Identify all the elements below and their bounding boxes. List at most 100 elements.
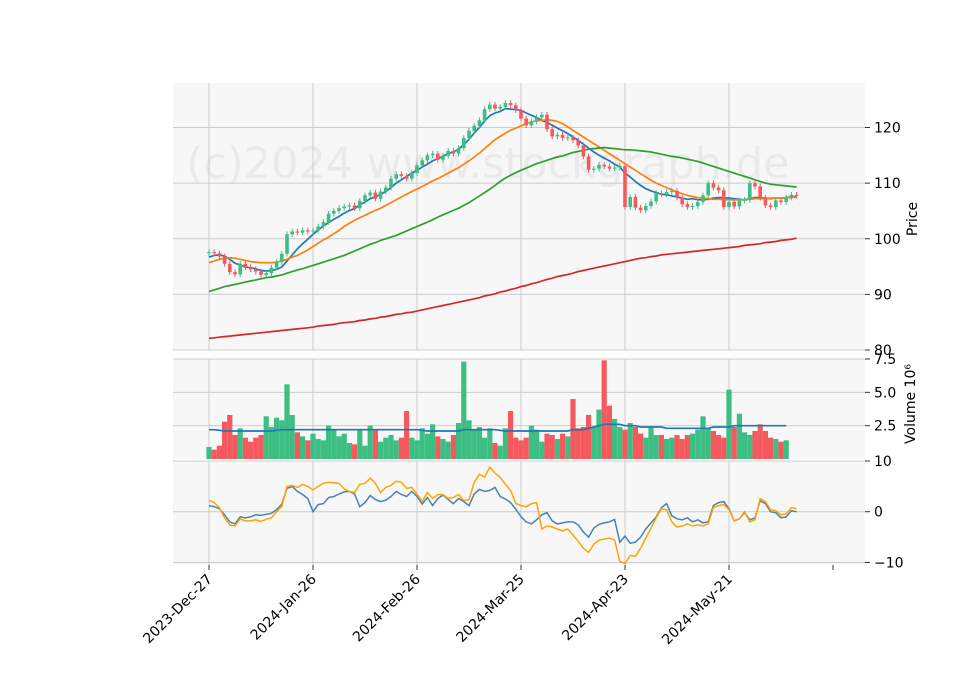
volume-bar [544,433,550,459]
volume-bar [331,429,337,459]
volume-bar [580,427,586,459]
candle-body [633,197,638,208]
volume-bar [674,435,680,459]
volume-bar [310,433,316,459]
price-axis-label: Price [905,202,921,236]
candle-body [363,195,367,201]
candle-body [540,114,544,118]
candle-body [233,272,237,275]
volume-bar [326,425,332,459]
candle-body [342,206,346,209]
candle-body [696,202,700,206]
volume-bar [705,428,711,459]
candle-body [519,110,523,119]
candle-body [467,130,471,139]
volume-bar [378,441,384,459]
x-tick-label: 2024-Jan-26 [248,571,320,643]
candle-body [441,155,445,160]
volume-bar [445,441,451,459]
watermark-text: (c)2024 www.stockgraph.de [187,139,790,189]
volume-bar [367,425,373,459]
candle-body [337,208,341,211]
x-tick-label: 2024-Apr-23 [559,572,632,645]
price-tick-label: 110 [874,176,901,192]
volume-bar [263,416,269,459]
volume-bar [242,437,248,459]
candle-body [737,200,742,207]
volume-bar [404,411,410,459]
candle-body [685,204,690,208]
volume-bar [575,428,581,459]
candle-body [732,202,736,207]
candle-body [212,252,216,254]
volume-bar [622,429,628,459]
volume-bar [466,420,472,459]
volume-axis-label: Volume 10⁶ [903,364,919,444]
volume-bar [300,436,306,459]
candle-body [456,148,461,154]
candle-body [763,197,768,206]
volume-bar [721,437,727,459]
volume-bar [268,427,274,459]
candle-body [774,200,778,208]
volume-bar [424,433,430,459]
volume-bar [305,440,311,459]
volume-bar [731,427,737,459]
candle-body [347,205,352,207]
candle-body [259,271,263,275]
volume-bar [409,437,415,459]
candle-body [503,103,508,107]
candle-body [560,134,565,139]
candle-body [742,199,747,201]
candle-body [217,253,222,257]
volume-bar [497,445,503,459]
candle-body [300,230,305,233]
volume-bar [684,435,690,459]
candle-body [680,197,684,205]
volume-bar [653,435,659,459]
volume-bar [726,389,732,459]
volume-bar [289,415,295,459]
volume-bar [341,433,347,459]
candle-body [482,109,487,121]
volume-bar [435,436,441,459]
candle-body [612,167,617,169]
x-tick-label: 2023-Dec-27 [140,572,215,647]
candle-body [472,125,476,131]
price-tick-label: 90 [874,287,892,303]
candle-body [280,253,284,263]
volume-bar [393,440,399,459]
candle-body [222,256,227,264]
candle-body [207,252,211,254]
candle-body [592,168,596,170]
volume-bar [336,436,342,459]
volume-plot [206,360,789,459]
candle-body [290,231,294,235]
volume-bar [560,433,566,459]
volume-bar [606,405,612,459]
candle-body [566,137,570,139]
candle-body [436,153,440,160]
volume-bar [440,439,446,459]
candle-body [410,173,414,179]
candle-body [716,187,721,191]
oscillator-tick-label: −10 [874,555,904,571]
price-ma-line [208,146,797,293]
candle-body [269,267,274,274]
volume-bar [352,444,358,459]
price-tick-label: 80 [874,343,892,359]
candle-body [285,234,289,254]
candle-body [264,273,268,275]
candle-body [415,165,419,174]
candle-body [425,155,430,161]
oscillator-plot [208,465,797,565]
volume-bar [591,427,597,459]
candle-body [248,267,253,270]
volume-bar [232,435,238,459]
candle-body [306,230,310,232]
volume-bar [508,411,514,459]
candle-body [644,205,648,211]
volume-bar [487,428,493,459]
candle-body [623,165,627,208]
